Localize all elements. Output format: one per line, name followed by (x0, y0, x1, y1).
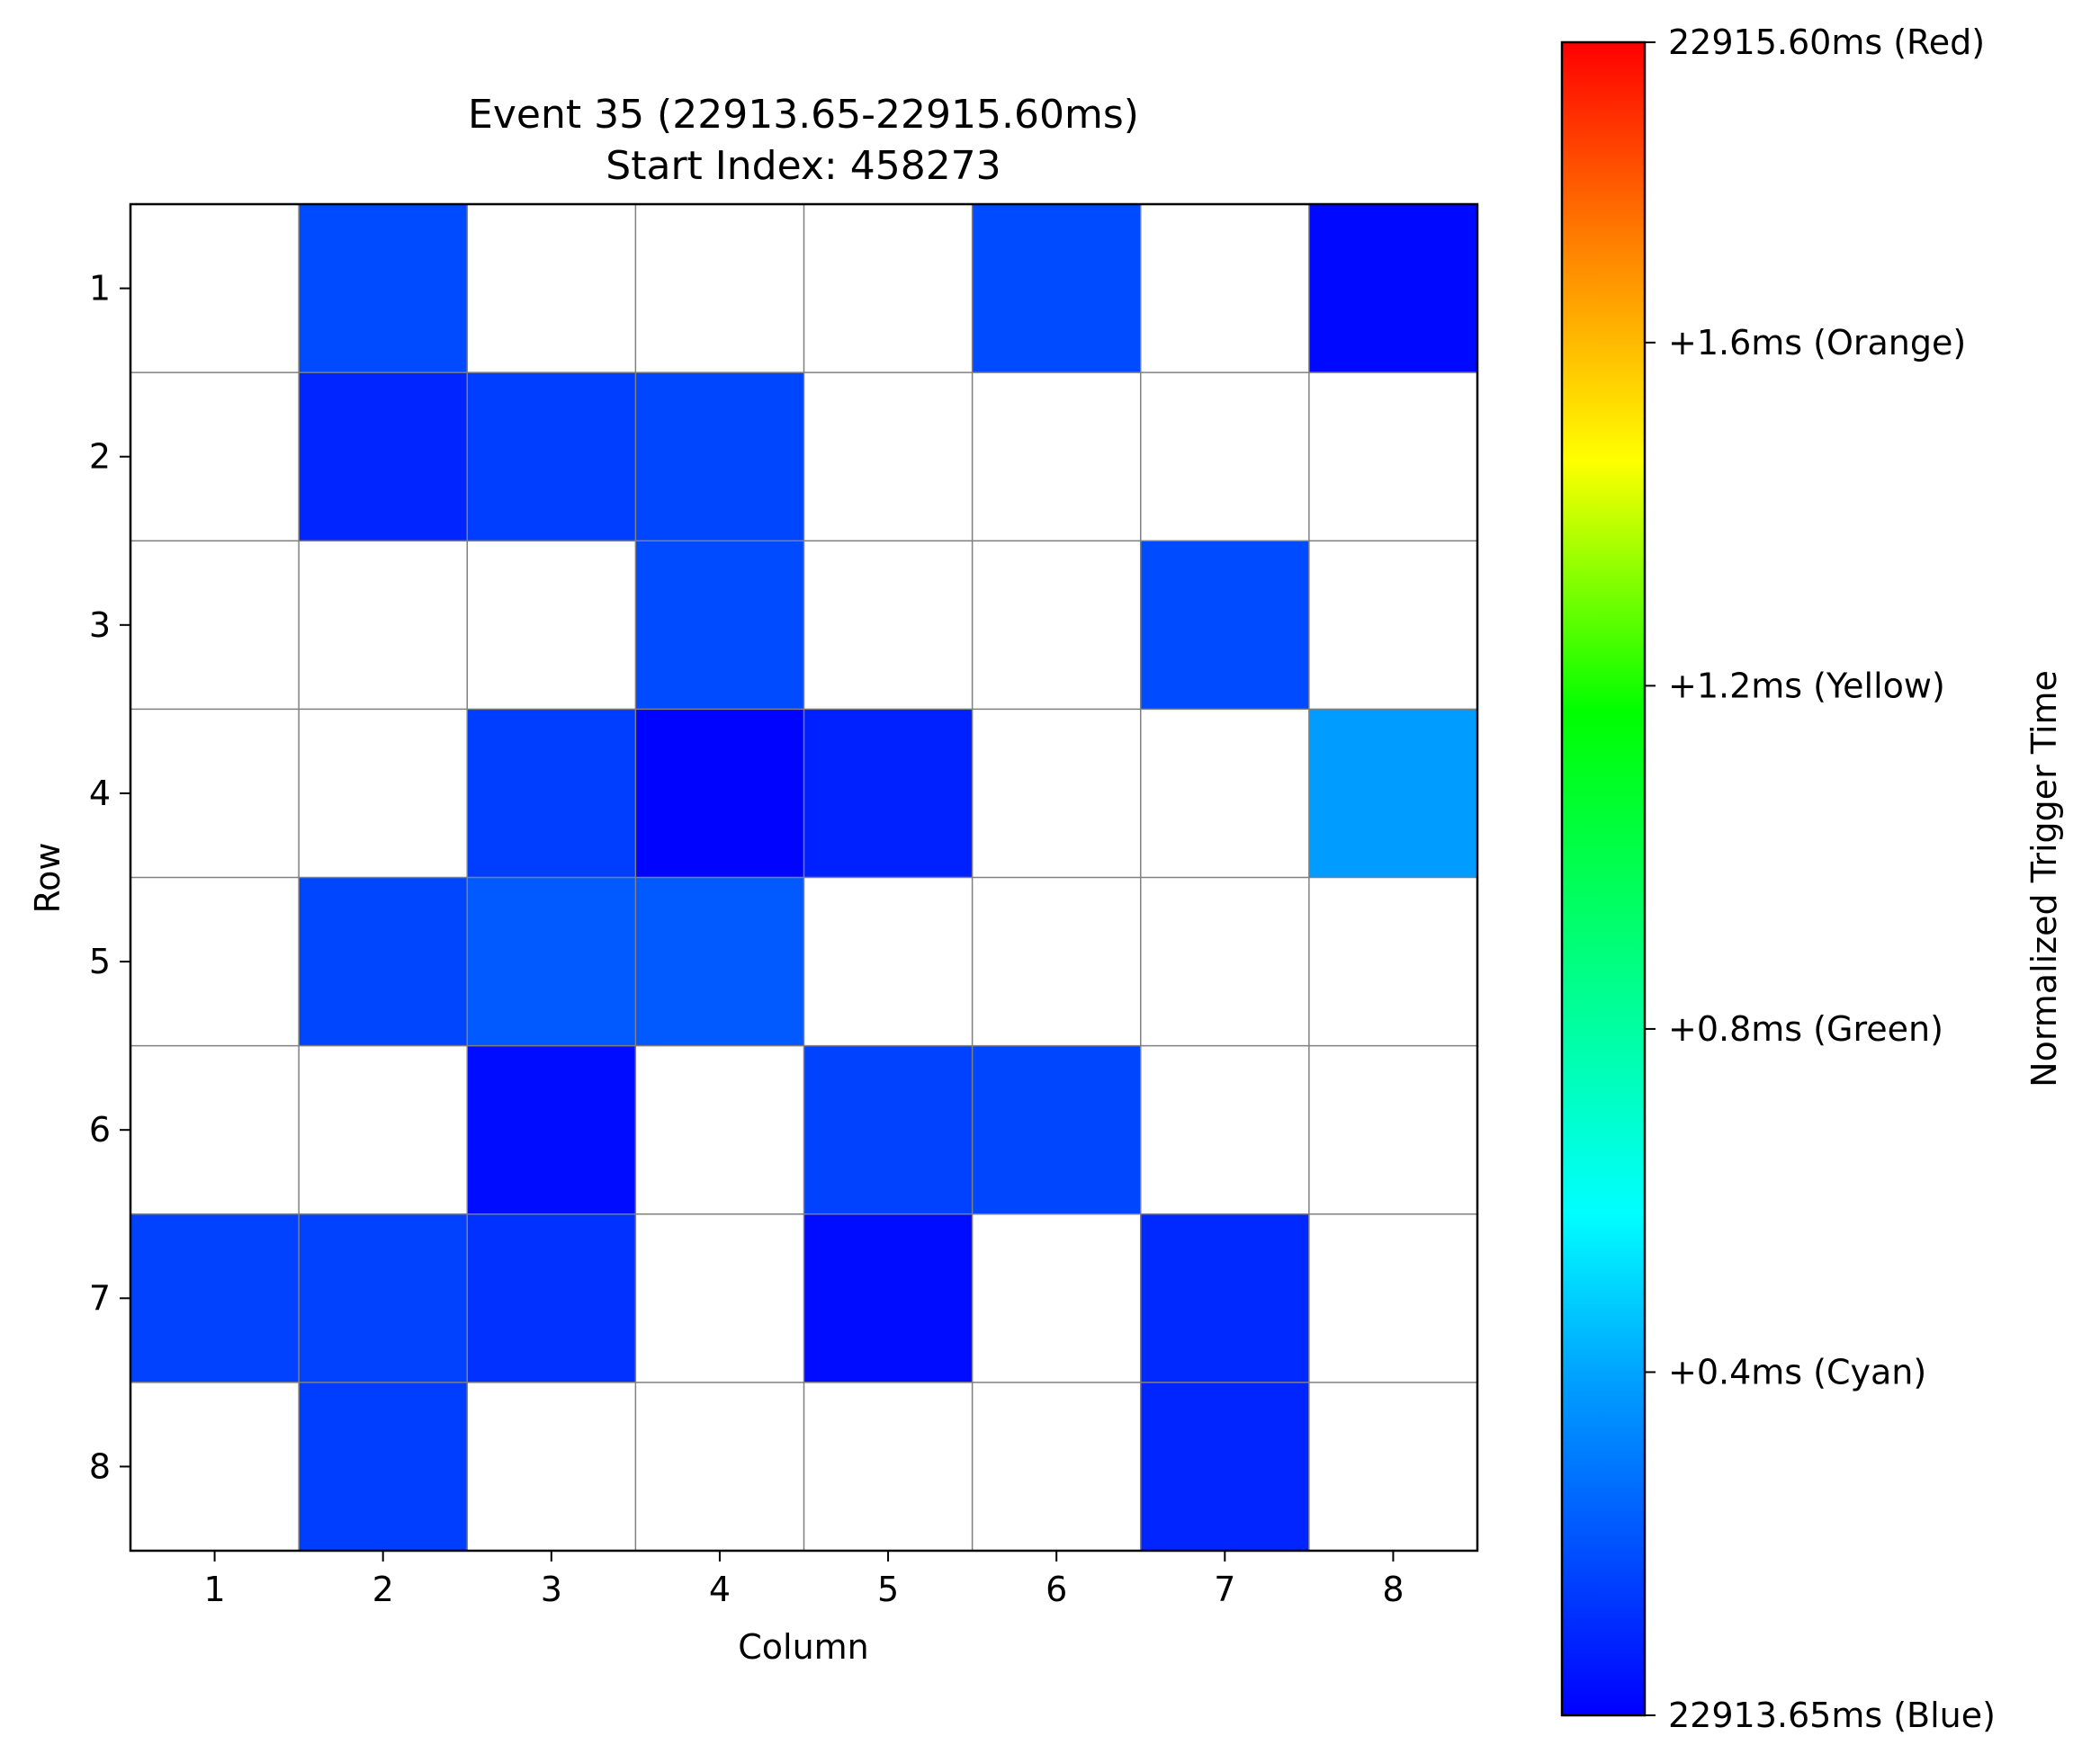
y-tick-label: 8 (89, 1446, 111, 1486)
heatmap-cell (467, 709, 636, 878)
heatmap-cell (299, 1382, 468, 1551)
heatmap-cell (467, 204, 636, 373)
chart-title: Event 35 (22913.65-22915.60ms) (468, 92, 1139, 138)
heatmap-cell (467, 1213, 636, 1383)
heatmap-cell (130, 877, 300, 1046)
heatmap-cell (803, 1382, 973, 1551)
heatmap-cell (130, 541, 300, 710)
heatmap-cell (1140, 541, 1309, 710)
colorbar-label: Normalized Trigger Time (2024, 670, 2064, 1087)
x-tick-label: 5 (877, 1570, 899, 1609)
heatmap-cell (803, 1045, 973, 1214)
heatmap-cell (467, 1382, 636, 1551)
heatmap-cell (1140, 709, 1309, 878)
heatmap-cell (299, 372, 468, 541)
y-tick-label: 1 (89, 269, 111, 309)
heatmap-cell (1140, 1045, 1309, 1214)
heatmap-cell (803, 541, 973, 710)
grid-lines (130, 204, 1477, 1551)
heatmap-cell (1140, 372, 1309, 541)
x-axis-ticks: 1 2 3 4 5 6 7 8 (203, 1551, 1404, 1609)
heatmap-cell (972, 1045, 1141, 1214)
heatmap-cell (1308, 1045, 1477, 1214)
y-tick-label: 2 (89, 437, 111, 477)
x-axis-label: Column (738, 1627, 869, 1667)
heatmap-cell (972, 372, 1141, 541)
heatmap-cell (130, 709, 300, 878)
heatmap-cell (467, 541, 636, 710)
colorbar-ticks: 22913.65ms (Blue) +0.4ms (Cyan) +0.8ms (Gr… (1645, 22, 1996, 1735)
heatmap-cell (1308, 541, 1477, 710)
y-axis-label: Row (28, 842, 67, 913)
heatmap-cell (299, 204, 468, 373)
heatmap-cell (467, 877, 636, 1046)
y-tick-label: 6 (89, 1110, 111, 1150)
heatmap-cell (299, 1213, 468, 1383)
heatmap-cell (1308, 204, 1477, 373)
heatmap-cell (130, 1213, 300, 1383)
colorbar (1560, 40, 1647, 1717)
heatmap-cell (1140, 1382, 1309, 1551)
heatmap-cell (972, 541, 1141, 710)
heatmap-cell (635, 204, 804, 373)
heatmap-cell (467, 372, 636, 541)
heatmap-cell (1140, 877, 1309, 1046)
heatmap-cell (467, 1045, 636, 1214)
heatmap-cell (1308, 709, 1477, 878)
colorbar-tick-label: +1.6ms (Orange) (1668, 323, 1966, 362)
y-tick-label: 5 (89, 942, 111, 981)
chart-subtitle: Start Index: 458273 (606, 143, 1001, 189)
heatmap-cell (972, 204, 1141, 373)
y-axis-ticks: 1 2 3 4 5 6 7 8 (89, 269, 130, 1486)
heatmap-cell (635, 1382, 804, 1551)
heatmap-cell (635, 541, 804, 710)
colorbar-tick-label: 22913.65ms (Blue) (1668, 1696, 1996, 1735)
heatmap-cell (1308, 877, 1477, 1046)
plot-frame (129, 202, 1479, 1553)
heatmap-cell (130, 1382, 300, 1551)
colorbar-tick-label: 22915.60ms (Red) (1668, 22, 1985, 62)
heatmap-cell (635, 1045, 804, 1214)
heatmap-cell (972, 877, 1141, 1046)
heatmap-cell (803, 204, 973, 373)
heatmap-cell (1308, 1213, 1477, 1383)
heatmap-cell (1308, 372, 1477, 541)
colorbar-tick-label: +1.2ms (Yellow) (1668, 666, 1945, 705)
colorbar-tick-label: +0.4ms (Cyan) (1668, 1352, 1926, 1392)
heatmap-cell (635, 877, 804, 1046)
x-tick-label: 6 (1046, 1570, 1067, 1609)
y-tick-label: 4 (89, 774, 111, 813)
x-tick-label: 4 (709, 1570, 731, 1609)
heatmap-cell (299, 541, 468, 710)
heatmap-cell (635, 1213, 804, 1383)
heatmap-cell (1140, 1213, 1309, 1383)
x-tick-label: 3 (541, 1570, 562, 1609)
colorbar-tick-label: +0.8ms (Green) (1668, 1009, 1943, 1049)
heatmap-cell (130, 204, 300, 373)
heatmap-cell (635, 372, 804, 541)
heatmap-cell (130, 372, 300, 541)
heatmap-cell (972, 1213, 1141, 1383)
heatmap-cells (130, 204, 1477, 1551)
heatmap-cell (299, 709, 468, 878)
heatmap-cell (972, 709, 1141, 878)
x-tick-label: 1 (203, 1570, 225, 1609)
heatmap-cell (1308, 1382, 1477, 1551)
heatmap-cell (972, 1382, 1141, 1551)
heatmap-cell (635, 709, 804, 878)
heatmap-cell (803, 877, 973, 1046)
heatmap-cell (803, 372, 973, 541)
x-tick-label: 7 (1214, 1570, 1235, 1609)
heatmap-cell (299, 877, 468, 1046)
heatmap-cell (803, 709, 973, 878)
heatmap-cell (1140, 204, 1309, 373)
x-tick-label: 2 (372, 1570, 394, 1609)
y-tick-label: 7 (89, 1278, 111, 1318)
heatmap-cell (130, 1045, 300, 1214)
heatmap-cell (803, 1213, 973, 1383)
heatmap-cell (299, 1045, 468, 1214)
x-tick-label: 8 (1382, 1570, 1404, 1609)
y-tick-label: 3 (89, 605, 111, 645)
